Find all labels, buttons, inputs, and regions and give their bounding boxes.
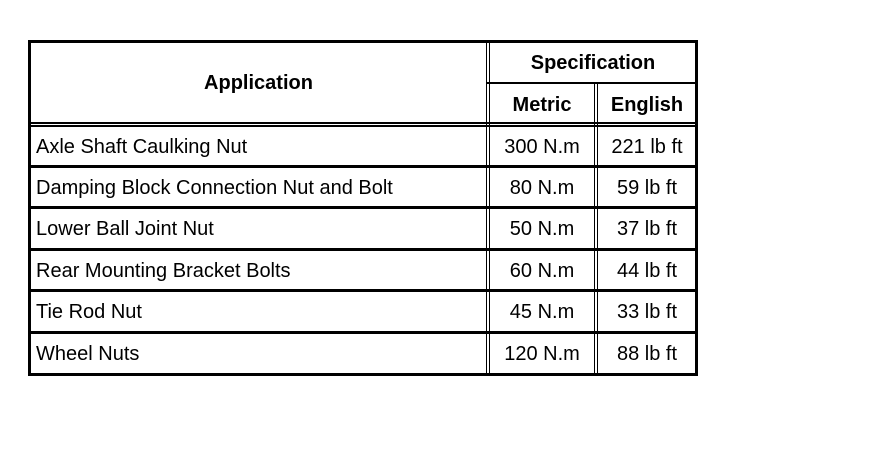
table-border [28,373,698,376]
cell-metric: 80 N.m [509,176,575,199]
table-border [28,331,698,334]
cell-application: Axle Shaft Caulking Nut [36,135,248,158]
header-specification: Specification [530,52,656,74]
table-border [28,165,698,168]
table-border [695,40,698,376]
cell-application: Wheel Nuts [36,342,140,365]
table-border [28,125,698,127]
table-border [28,40,31,376]
table-border [594,83,595,376]
cell-application: Lower Ball Joint Nut [36,217,214,240]
table-border [28,40,698,43]
cell-metric: 45 N.m [509,300,575,323]
cell-metric: 300 N.m [504,135,580,158]
cell-application: Tie Rod Nut [36,300,142,323]
table-border [489,40,490,376]
cell-metric: 60 N.m [509,259,575,282]
cell-english: 59 lb ft [616,176,678,199]
header-english: English [610,93,684,116]
table-border [597,83,598,376]
cell-english: 88 lb ft [616,342,678,365]
table-border [28,248,698,251]
cell-english: 44 lb ft [616,259,678,282]
cell-metric: 120 N.m [504,342,580,365]
header-metric: Metric [512,93,572,116]
table-border [487,82,698,84]
cell-english: 221 lb ft [611,135,683,158]
table-border [28,289,698,292]
cell-application: Rear Mounting Bracket Bolts [36,259,291,282]
header-application: Application [204,72,313,94]
table-border [28,206,698,209]
cell-application: Damping Block Connection Nut and Bolt [36,176,393,199]
cell-metric: 50 N.m [509,217,575,240]
cell-english: 37 lb ft [616,217,678,240]
table-border [486,40,487,376]
table-border [28,122,698,124]
cell-english: 33 lb ft [616,300,678,323]
